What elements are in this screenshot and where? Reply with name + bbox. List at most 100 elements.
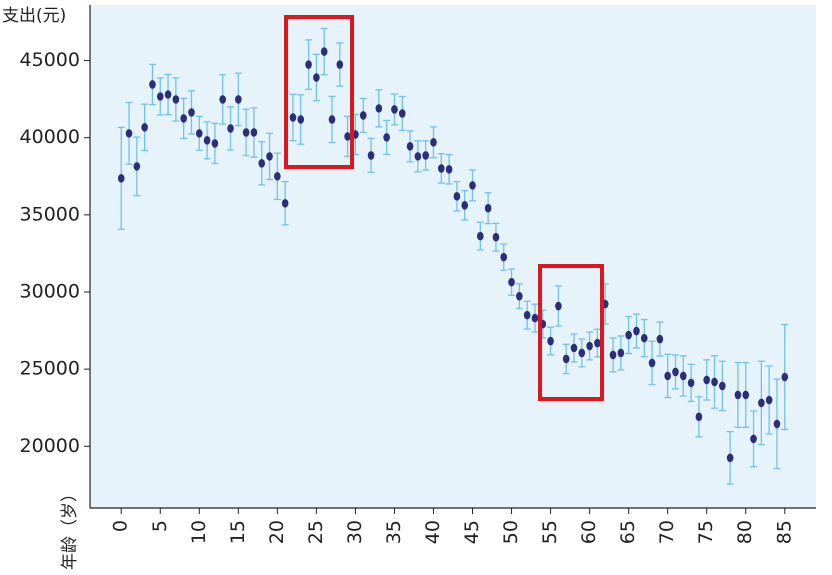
point xyxy=(274,171,281,181)
point xyxy=(625,330,632,340)
point xyxy=(336,60,344,69)
point xyxy=(656,334,664,344)
point xyxy=(266,152,273,161)
point xyxy=(703,375,711,385)
x-tick-label: 30 xyxy=(344,520,366,544)
y-tick-label: 30000 xyxy=(20,280,80,302)
point xyxy=(781,372,789,382)
plot-area xyxy=(90,5,816,508)
point xyxy=(734,390,742,400)
point xyxy=(742,390,750,400)
point xyxy=(758,398,765,408)
point xyxy=(750,434,757,444)
point xyxy=(305,60,312,69)
point xyxy=(516,291,523,301)
y-tick-label: 20000 xyxy=(20,435,80,457)
x-tick-label: 65 xyxy=(617,520,639,544)
point xyxy=(367,151,375,160)
point xyxy=(180,114,187,123)
highlight-box xyxy=(538,264,604,401)
point xyxy=(492,232,500,242)
point xyxy=(117,173,125,183)
point xyxy=(477,231,484,241)
x-tick-label: 35 xyxy=(383,520,405,544)
point xyxy=(235,95,242,104)
point xyxy=(242,128,250,137)
point xyxy=(555,301,562,311)
point xyxy=(313,73,320,82)
point xyxy=(711,377,718,387)
point xyxy=(609,350,617,360)
point xyxy=(383,133,390,142)
point xyxy=(320,47,328,56)
point xyxy=(297,115,305,124)
point xyxy=(211,139,219,148)
x-axis-label: 年龄（岁） xyxy=(60,485,80,570)
x-tick-label: 5 xyxy=(149,520,171,532)
y-tick-label: 35000 xyxy=(20,203,80,225)
point xyxy=(258,159,266,168)
x-tick-label: 50 xyxy=(500,520,522,544)
x-tick-label: 10 xyxy=(188,520,210,544)
y-axis-label: 支出(元) xyxy=(2,6,66,26)
point xyxy=(719,381,726,391)
point xyxy=(765,395,773,405)
point xyxy=(219,95,227,104)
x-tick-label: 80 xyxy=(734,520,756,544)
point xyxy=(461,200,469,210)
x-tick-label: 55 xyxy=(539,520,561,544)
point xyxy=(695,412,703,422)
point xyxy=(149,80,156,89)
point xyxy=(406,142,414,151)
point xyxy=(664,371,671,381)
x-tick-label: 20 xyxy=(266,520,288,544)
point xyxy=(422,151,429,160)
x-tick-label: 75 xyxy=(695,520,717,544)
point xyxy=(188,108,195,117)
point xyxy=(547,336,554,346)
point xyxy=(203,136,211,145)
y-tick-label: 40000 xyxy=(20,126,80,148)
point xyxy=(250,128,258,137)
point xyxy=(726,453,734,463)
point xyxy=(437,164,445,173)
point xyxy=(156,92,164,101)
point xyxy=(281,198,289,208)
point xyxy=(617,348,625,358)
point xyxy=(328,115,336,124)
point xyxy=(133,162,141,171)
point xyxy=(398,109,406,118)
point xyxy=(227,124,234,133)
point xyxy=(586,341,593,351)
point xyxy=(594,338,601,348)
point xyxy=(687,378,695,388)
highlight-box xyxy=(284,15,354,169)
point xyxy=(523,310,531,320)
point xyxy=(469,181,476,190)
x-tick-label: 0 xyxy=(110,520,132,532)
x-tick-label: 45 xyxy=(461,520,483,544)
y-tick-label: 45000 xyxy=(20,49,80,71)
point xyxy=(672,367,679,377)
x-tick-label: 85 xyxy=(773,520,795,544)
point xyxy=(164,90,172,99)
point xyxy=(375,104,383,113)
point xyxy=(359,111,367,120)
point xyxy=(289,113,297,122)
point xyxy=(633,326,640,336)
point xyxy=(640,333,648,343)
point xyxy=(484,203,492,213)
x-tick-label: 70 xyxy=(656,520,678,544)
point xyxy=(141,123,148,132)
point xyxy=(125,129,133,138)
point xyxy=(344,132,351,141)
x-tick-label: 60 xyxy=(578,520,600,544)
x-tick-label: 15 xyxy=(227,520,249,544)
point xyxy=(500,252,508,262)
point xyxy=(391,105,398,114)
x-tick-label: 25 xyxy=(305,520,327,544)
point xyxy=(562,354,570,364)
point xyxy=(445,165,453,174)
point xyxy=(453,192,461,201)
point xyxy=(531,313,539,323)
